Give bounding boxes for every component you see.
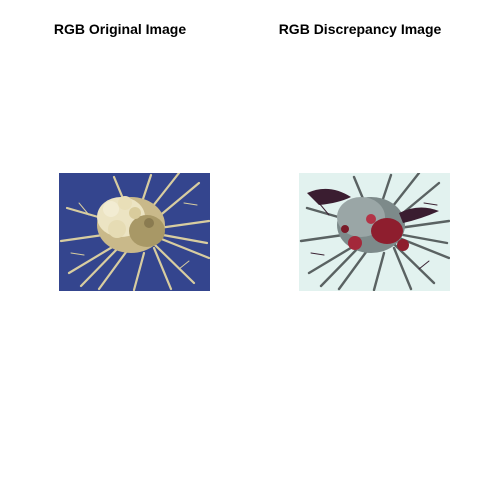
original-panel: RGB Original Image <box>53 21 210 291</box>
discrepancy-image-title: RGB Discrepancy Image <box>278 21 442 37</box>
original-image-title: RGB Original Image <box>53 21 187 37</box>
discrepancy-panel: RGB Discrepancy Image <box>240 0 480 480</box>
original-cell-image <box>59 173 210 291</box>
discrepancy-cell-image <box>299 173 450 291</box>
